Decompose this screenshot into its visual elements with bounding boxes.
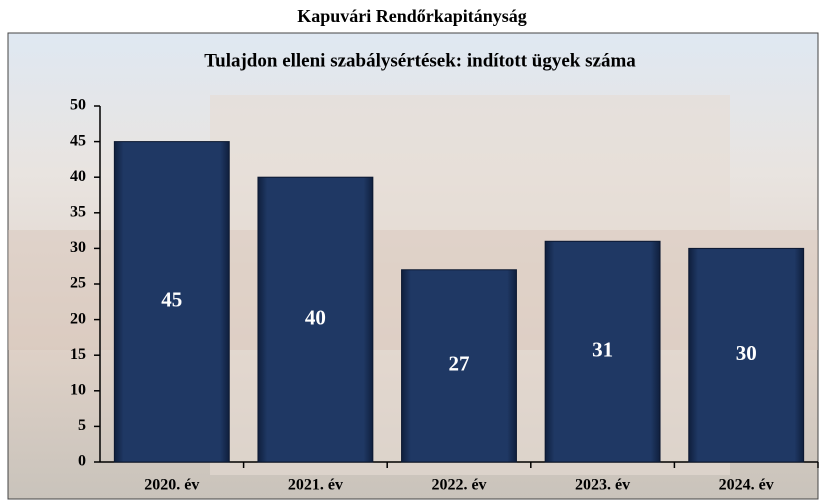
data-label: 27 — [449, 352, 470, 376]
page: {"chart_data": {"type": "bar", "title": … — [0, 0, 825, 500]
chart-subtitle: Tulajdon elleni szabálysértések: indítot… — [204, 50, 636, 71]
y-tick-label: 15 — [70, 346, 86, 363]
x-tick-label: 2023. év — [575, 477, 630, 494]
x-tick-label: 2021. év — [288, 477, 343, 494]
x-tick-label: 2024. év — [719, 477, 774, 494]
chart-title: Kapuvári Rendőrkapitányság — [297, 6, 527, 26]
data-label: 45 — [161, 288, 182, 312]
x-tick-label: 2022. év — [431, 477, 486, 494]
x-tick-label: 2020. év — [144, 477, 199, 494]
y-tick-label: 35 — [70, 203, 86, 220]
y-tick-label: 45 — [70, 132, 86, 149]
y-tick-label: 50 — [70, 97, 86, 114]
data-label: 31 — [592, 337, 613, 361]
chart: Kapuvári Rendőrkapitányság Tulajdon elle… — [0, 0, 825, 500]
y-tick-label: 40 — [70, 168, 86, 185]
y-tick-label: 30 — [70, 239, 86, 256]
y-tick-label: 25 — [70, 275, 86, 292]
y-tick-label: 5 — [78, 417, 86, 434]
y-tick-label: 0 — [78, 453, 86, 470]
y-tick-label: 20 — [70, 310, 86, 327]
data-label: 30 — [736, 341, 757, 365]
data-label: 40 — [305, 305, 326, 329]
y-tick-label: 10 — [70, 381, 86, 398]
